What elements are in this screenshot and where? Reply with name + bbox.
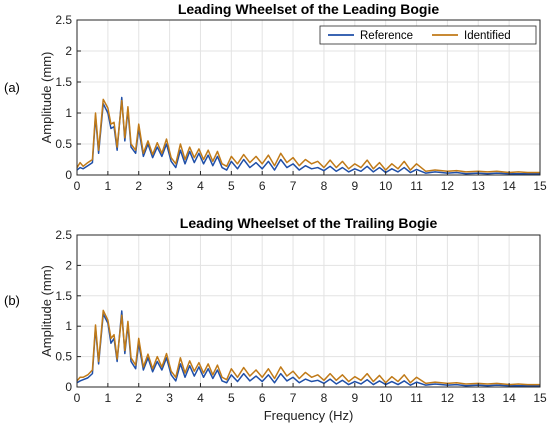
y-tick-label: 0 bbox=[65, 168, 72, 182]
x-tick-label: 8 bbox=[321, 179, 328, 193]
y-tick-label: 0.5 bbox=[55, 350, 72, 364]
x-tick-label: 5 bbox=[228, 179, 235, 193]
x-tick-label: 7 bbox=[290, 179, 297, 193]
x-tick-label: 6 bbox=[259, 391, 266, 405]
legend-label-identified: Identified bbox=[464, 30, 511, 42]
x-tick-label: 3 bbox=[166, 391, 173, 405]
y-tick-label: 2 bbox=[65, 258, 72, 272]
panel-tag: (a) bbox=[4, 80, 20, 95]
y-tick-label: 1 bbox=[65, 106, 72, 120]
x-tick-label: 10 bbox=[379, 391, 393, 405]
y-tick-label: 1.5 bbox=[55, 75, 72, 89]
y-tick-label: 1 bbox=[65, 319, 72, 333]
x-tick-label: 9 bbox=[351, 179, 358, 193]
axes-box bbox=[76, 19, 541, 176]
x-tick-label: 5 bbox=[228, 391, 235, 405]
x-tick-label: 1 bbox=[105, 179, 112, 193]
x-tick-label: 15 bbox=[533, 391, 547, 405]
x-tick-label: 6 bbox=[259, 179, 266, 193]
x-tick-label: 3 bbox=[166, 179, 173, 193]
x-tick-label: 8 bbox=[321, 391, 328, 405]
y-tick-label: 1.5 bbox=[55, 289, 72, 303]
x-tick-label: 15 bbox=[533, 179, 547, 193]
panel-b: 0 1 2 3 4 5 6 7 8 9 10 11 12 13 14 1500.511.522.5Leadin… bbox=[4, 215, 547, 423]
x-tick-label: 0 bbox=[74, 179, 81, 193]
x-tick-label: 12 bbox=[441, 179, 455, 193]
y-tick-label: 0 bbox=[65, 380, 72, 394]
y-axis-label: Amplitude (mm) bbox=[39, 265, 54, 357]
x-tick-label: 4 bbox=[197, 391, 204, 405]
x-tick-label: 11 bbox=[410, 179, 423, 193]
panel-a: 0 1 2 3 4 5 6 7 8 9 10 11 12 13 14 1500.511.522.5Leadin… bbox=[4, 1, 547, 193]
x-tick-label: 11 bbox=[410, 391, 423, 405]
x-tick-label: 12 bbox=[441, 391, 455, 405]
x-tick-label: 2 bbox=[135, 179, 142, 193]
y-axis-label: Amplitude (mm) bbox=[39, 52, 54, 144]
x-tick-label: 13 bbox=[472, 391, 486, 405]
x-tick-label: 0 bbox=[74, 391, 81, 405]
plot-area bbox=[77, 235, 540, 387]
axes-box bbox=[76, 234, 541, 388]
x-axis-label: Frequency (Hz) bbox=[264, 408, 354, 423]
x-tick-label: 10 bbox=[379, 179, 393, 193]
x-tick-label: 13 bbox=[472, 179, 486, 193]
legend: Reference Identified bbox=[319, 25, 537, 45]
legend-label-reference: Reference bbox=[360, 30, 413, 42]
x-tick-label: 2 bbox=[135, 391, 142, 405]
y-tick-label: 2 bbox=[65, 44, 72, 58]
panel-tag: (b) bbox=[4, 293, 20, 308]
series-line-identified bbox=[76, 309, 540, 386]
y-tick-label: 2.5 bbox=[55, 13, 72, 27]
y-tick-label: 0.5 bbox=[55, 137, 72, 151]
x-tick-label: 7 bbox=[290, 391, 297, 405]
y-tick-label: 2.5 bbox=[55, 228, 72, 242]
x-tick-label: 4 bbox=[197, 179, 204, 193]
legend-box bbox=[319, 25, 537, 45]
chart-title: Leading Wheelset of the Leading Bogie bbox=[178, 1, 440, 17]
x-tick-label: 14 bbox=[502, 179, 516, 193]
series-line-identified bbox=[76, 98, 540, 174]
x-tick-label: 1 bbox=[105, 391, 112, 405]
x-tick-label: 14 bbox=[502, 391, 516, 405]
chart-title: Leading Wheelset of the Trailing Bogie bbox=[180, 215, 438, 231]
x-tick-label: 9 bbox=[351, 391, 358, 405]
